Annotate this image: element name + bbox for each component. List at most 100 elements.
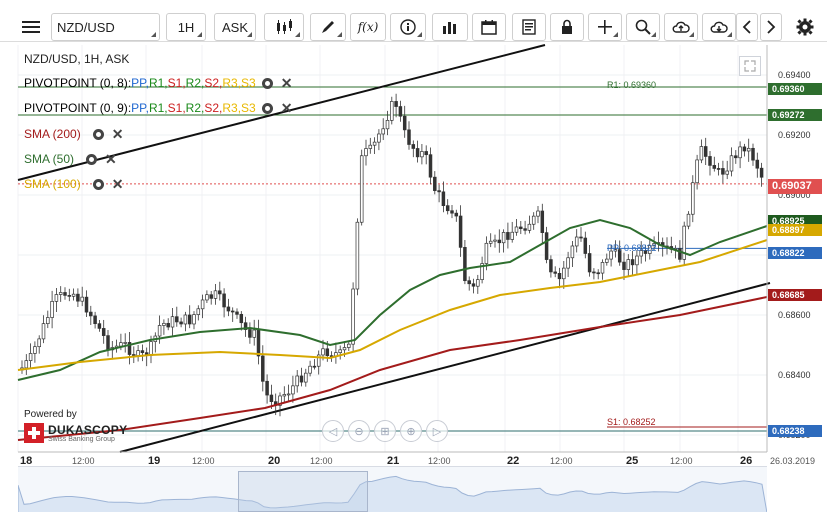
candle-body xyxy=(596,272,600,275)
candle-body xyxy=(433,176,437,191)
pivot-level-label: S2, xyxy=(204,76,223,90)
price-side-label: ASK xyxy=(221,19,248,35)
zoom-out-icon[interactable]: ⊖ xyxy=(348,420,370,442)
candle-body xyxy=(24,360,29,369)
pivot-level-label: S1, xyxy=(167,101,186,115)
candle-body xyxy=(648,245,652,254)
symbol-select[interactable]: NZD/USD xyxy=(51,13,160,41)
zoom-icon[interactable] xyxy=(626,13,660,41)
candle-body xyxy=(471,283,476,287)
close-icon[interactable]: ✕ xyxy=(280,74,293,91)
timeframe-select[interactable]: 1H xyxy=(166,13,206,41)
price-tick-label: 0.68400 xyxy=(778,370,811,380)
candle-body xyxy=(58,292,63,295)
price-side-select[interactable]: ASK xyxy=(214,13,256,41)
close-icon[interactable]: ✕ xyxy=(280,99,293,116)
pivot-level-label: R3, xyxy=(222,76,242,90)
hamburger-icon[interactable] xyxy=(18,13,44,41)
gear-icon[interactable] xyxy=(261,102,273,114)
chevron-down-icon xyxy=(295,32,300,37)
candle-body xyxy=(243,322,248,330)
day-label: 26 xyxy=(740,455,753,467)
navigator-window[interactable] xyxy=(238,471,368,512)
candle-body xyxy=(643,250,648,254)
settings-icon[interactable] xyxy=(792,13,818,41)
navigator-pane[interactable] xyxy=(17,466,768,512)
pivot-level-label: S3 xyxy=(241,76,256,90)
candles-icon[interactable] xyxy=(264,13,304,41)
candle-body xyxy=(381,128,385,135)
trend-lines xyxy=(17,44,771,453)
candle-body xyxy=(746,147,751,152)
indicator-name: PIVOTPOINT (0, 9) xyxy=(24,101,128,115)
brand-sub: Swiss Banking Group xyxy=(48,435,115,443)
gear-icon[interactable] xyxy=(92,128,104,140)
gear-icon[interactable] xyxy=(92,178,104,190)
next-icon[interactable] xyxy=(760,13,782,41)
prev-icon[interactable] xyxy=(736,13,758,41)
candle-body xyxy=(183,314,188,325)
report-icon[interactable] xyxy=(512,13,546,41)
gear-icon[interactable] xyxy=(261,77,273,89)
candle-body xyxy=(325,348,330,357)
info-icon[interactable] xyxy=(390,13,426,41)
zoom-in-icon[interactable]: ⊕ xyxy=(400,420,422,442)
candle-body xyxy=(394,101,398,107)
day-label: 22 xyxy=(507,455,520,467)
brand-name: DUKASCOPY xyxy=(48,422,128,437)
lock-icon[interactable] xyxy=(550,13,584,41)
sma-line xyxy=(17,218,768,381)
expand-icon[interactable] xyxy=(739,56,761,76)
trend-line-lower xyxy=(119,282,771,453)
candle-body xyxy=(127,342,132,355)
reset-icon[interactable]: ⊞ xyxy=(374,420,396,442)
download-icon[interactable] xyxy=(702,13,736,41)
candle-body xyxy=(510,231,514,240)
candle-body xyxy=(506,232,510,240)
close-icon[interactable]: ✕ xyxy=(111,175,124,192)
time-label: 12:00 xyxy=(550,456,573,466)
gear-icon[interactable] xyxy=(86,153,98,165)
candle-body xyxy=(248,329,252,338)
candle-body xyxy=(540,210,545,233)
candle-body xyxy=(729,155,734,172)
scroll-right-icon[interactable]: ▷ xyxy=(426,420,448,442)
candle-body xyxy=(50,301,54,318)
draw-icon[interactable] xyxy=(310,13,346,41)
pivot-legend-row: PIVOTPOINT (0, 8) : PP, R1, S1, R2, S2, … xyxy=(24,74,293,91)
candle-body xyxy=(187,314,192,325)
candle-body xyxy=(222,293,226,308)
candle-body xyxy=(402,115,407,131)
candle-body xyxy=(725,170,729,175)
time-label: 12:00 xyxy=(670,456,693,466)
candle-body xyxy=(738,146,742,159)
candle-body xyxy=(282,394,287,397)
pivot-legend-row: PIVOTPOINT (0, 9) : PP, R1, S1, R2, S2, … xyxy=(24,99,293,116)
candle-body xyxy=(691,182,695,215)
candle-body xyxy=(368,144,373,149)
crosshair-icon[interactable] xyxy=(588,13,622,41)
close-icon[interactable]: ✕ xyxy=(105,150,117,167)
close-icon[interactable]: ✕ xyxy=(111,125,124,142)
candle-body xyxy=(553,271,557,274)
upload-icon[interactable] xyxy=(664,13,698,41)
candle-body xyxy=(192,314,196,325)
sma-label: SMA (200) xyxy=(24,127,81,141)
candle-body xyxy=(46,317,50,325)
bars-icon[interactable] xyxy=(432,13,468,41)
candle-body xyxy=(291,385,295,395)
calendar-icon[interactable] xyxy=(472,13,506,41)
candle-body xyxy=(617,249,622,263)
function-icon[interactable]: f(x) xyxy=(350,13,386,41)
candle-body xyxy=(583,237,588,254)
candle-body xyxy=(536,210,540,217)
candle-body xyxy=(269,394,274,402)
price-chart[interactable] xyxy=(0,0,827,466)
candle-body xyxy=(686,213,691,227)
candle-body xyxy=(308,365,312,374)
chevron-down-icon xyxy=(651,32,656,37)
candle-body xyxy=(630,259,635,266)
scroll-left-icon[interactable]: ◁ xyxy=(322,420,344,442)
powered-by: Powered by xyxy=(24,409,77,420)
day-label: 25 xyxy=(626,455,639,467)
